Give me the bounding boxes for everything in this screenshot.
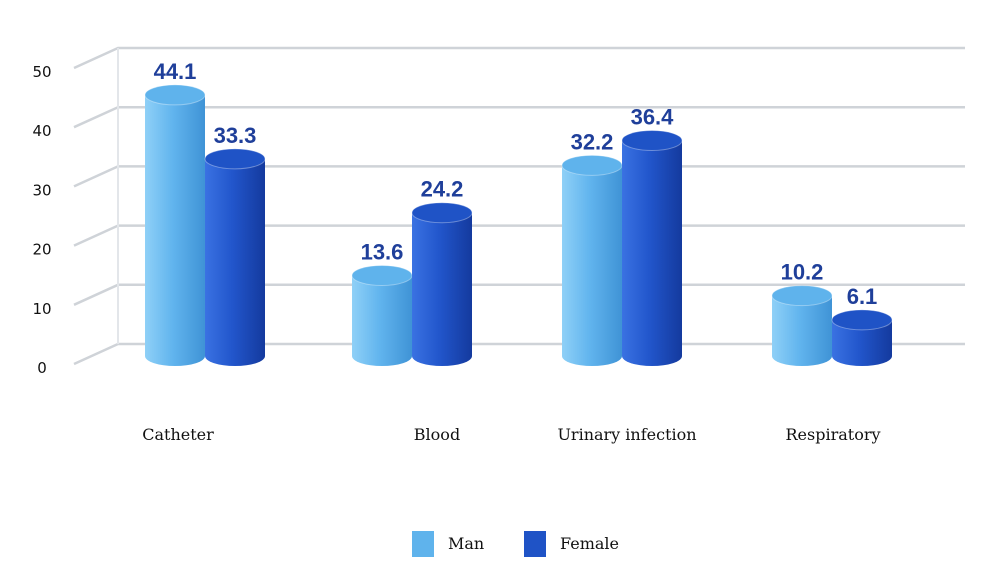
bar-top: [561, 154, 623, 176]
legend-swatch: [412, 531, 434, 557]
bar-top: [144, 84, 206, 106]
legend-swatch: [524, 531, 546, 557]
y-tick-label: 30: [32, 181, 51, 199]
data-label: 13.6: [361, 239, 404, 264]
bar-top: [771, 285, 833, 307]
data-label: 32.2: [571, 129, 614, 154]
data-label: 33.3: [214, 123, 257, 148]
bar-top: [831, 309, 893, 331]
x-axis-categories: Catheter Blood Urinary infection Respirator…: [142, 425, 880, 444]
bar-body: [145, 94, 205, 366]
legend-item: Female: [524, 531, 619, 557]
bar-body: [562, 165, 622, 366]
bar: [144, 84, 206, 366]
grid-lines: [73, 46, 965, 366]
x-tick-label: Catheter: [142, 425, 214, 444]
y-tick-label: 10: [32, 300, 51, 318]
bar-body: [772, 295, 832, 366]
bar: [771, 285, 833, 366]
y-tick-label: 50: [32, 63, 51, 81]
y-tick-label: 20: [32, 241, 51, 259]
bars: [144, 84, 893, 366]
data-label: 24.2: [421, 177, 464, 202]
bar-body: [412, 212, 472, 366]
bar-top: [621, 130, 683, 152]
legend-label: Female: [560, 534, 619, 553]
data-labels: 44.1 33.3 13.6 24.2 32.2 36.4 10.2 6.1: [154, 59, 878, 309]
legend: Man Female: [412, 531, 619, 557]
y-tick-label: 40: [32, 122, 51, 140]
x-tick-label: Respiratory: [785, 425, 880, 444]
bar: [204, 148, 266, 366]
grid-line: [73, 105, 965, 129]
y-axis-ticks: 0 10 20 30 40 50: [32, 63, 51, 377]
bar: [831, 309, 893, 366]
bar-top: [351, 264, 413, 286]
bar-body: [205, 158, 265, 366]
bar-body: [622, 140, 682, 366]
y-tick-label: 0: [37, 359, 47, 377]
x-tick-label: Blood: [414, 425, 460, 444]
bar-body: [352, 275, 412, 366]
bar-top: [204, 148, 266, 170]
bar-body: [832, 319, 892, 366]
bar: [351, 264, 413, 366]
legend-label: Man: [448, 534, 484, 553]
x-tick-label: Urinary infection: [557, 425, 696, 444]
legend-item: Man: [412, 531, 484, 557]
bar-top: [411, 202, 473, 224]
grid-line: [73, 46, 965, 70]
data-label: 6.1: [847, 284, 878, 309]
bar: [411, 202, 473, 366]
bar: [621, 130, 683, 366]
data-label: 10.2: [781, 260, 824, 285]
data-label: 36.4: [631, 105, 675, 130]
bar: [561, 154, 623, 366]
data-label: 44.1: [154, 59, 197, 84]
